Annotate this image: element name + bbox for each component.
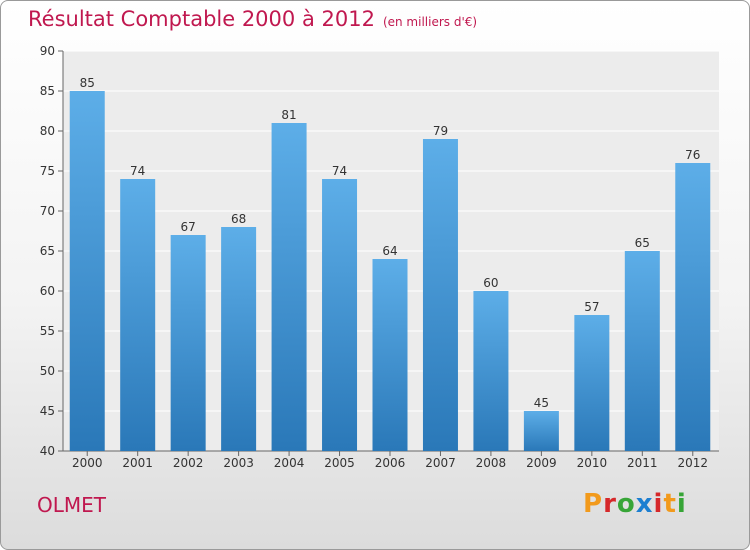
bar bbox=[675, 163, 711, 451]
data-label: 79 bbox=[433, 124, 448, 138]
y-tick-label: 45 bbox=[40, 404, 55, 418]
y-tick-label: 60 bbox=[40, 284, 55, 298]
data-label: 45 bbox=[534, 396, 549, 410]
y-tick-label: 65 bbox=[40, 244, 55, 258]
bar bbox=[372, 259, 408, 451]
y-tick-label: 55 bbox=[40, 324, 55, 338]
bar bbox=[221, 227, 257, 451]
bar bbox=[322, 179, 358, 451]
x-tick-label: 2010 bbox=[577, 456, 608, 470]
brand-letter: x bbox=[635, 489, 654, 519]
data-label: 65 bbox=[635, 236, 650, 250]
x-tick-label: 2008 bbox=[476, 456, 507, 470]
y-tick-label: 50 bbox=[40, 364, 55, 378]
x-tick-label: 2000 bbox=[72, 456, 103, 470]
chart-title: Résultat Comptable 2000 à 2012 (en millie… bbox=[28, 7, 477, 31]
chart-title-text: Résultat Comptable 2000 à 2012 bbox=[28, 7, 375, 31]
bar bbox=[473, 291, 509, 451]
bar bbox=[271, 123, 307, 451]
chart-unit: (en milliers d'€) bbox=[382, 15, 478, 29]
data-label: 64 bbox=[382, 244, 397, 258]
data-label: 67 bbox=[181, 220, 196, 234]
x-tick-label: 2007 bbox=[425, 456, 456, 470]
brand-letter: i bbox=[676, 489, 687, 519]
data-label: 60 bbox=[483, 276, 498, 290]
commune-name: OLMET bbox=[37, 493, 106, 517]
x-tick-label: 2003 bbox=[223, 456, 254, 470]
data-label: 74 bbox=[332, 164, 347, 178]
brand-letter: i bbox=[653, 489, 664, 519]
x-tick-label: 2006 bbox=[375, 456, 406, 470]
x-tick-label: 2011 bbox=[627, 456, 658, 470]
brand-letter: r bbox=[603, 489, 617, 519]
brand-letter: P bbox=[583, 489, 604, 519]
x-tick-label: 2005 bbox=[324, 456, 355, 470]
brand-letter: t bbox=[663, 489, 677, 519]
bar bbox=[523, 411, 559, 451]
data-label: 85 bbox=[80, 76, 95, 90]
data-label: 81 bbox=[281, 108, 296, 122]
bar bbox=[574, 315, 610, 451]
x-tick-label: 2001 bbox=[122, 456, 153, 470]
data-label: 76 bbox=[685, 148, 700, 162]
bar bbox=[422, 139, 458, 451]
y-tick-label: 75 bbox=[40, 164, 55, 178]
proxiti-logo[interactable]: Proxiti bbox=[583, 489, 687, 519]
x-tick-label: 2004 bbox=[274, 456, 305, 470]
data-label: 57 bbox=[584, 300, 599, 314]
y-tick-label: 70 bbox=[40, 204, 55, 218]
brand-letter: o bbox=[616, 489, 636, 519]
bar bbox=[170, 235, 206, 451]
x-tick-label: 2009 bbox=[526, 456, 557, 470]
y-tick-label: 85 bbox=[40, 84, 55, 98]
y-tick-label: 80 bbox=[40, 124, 55, 138]
y-tick-label: 90 bbox=[40, 44, 55, 58]
x-tick-label: 2002 bbox=[173, 456, 204, 470]
bar bbox=[624, 251, 660, 451]
y-tick-label: 40 bbox=[40, 444, 55, 458]
bar bbox=[69, 91, 105, 451]
data-label: 74 bbox=[130, 164, 145, 178]
bar bbox=[120, 179, 156, 451]
data-label: 68 bbox=[231, 212, 246, 226]
x-tick-label: 2012 bbox=[677, 456, 708, 470]
